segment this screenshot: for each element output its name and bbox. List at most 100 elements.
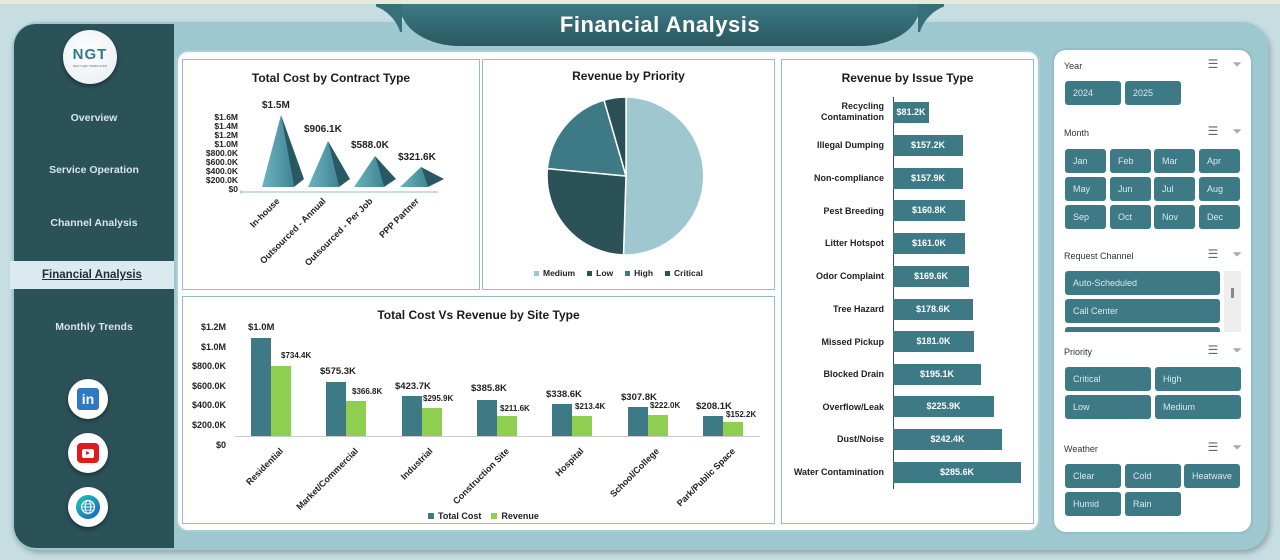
bar-pest-breeding: $160.8K [893,200,965,221]
y-axis-ticks: $1.2M $1.0M $800.0K $600.0K $400.0K $200.0K $0 [191,322,226,450]
chart-title: Total Cost Vs Revenue by Site Type [377,308,580,322]
bar-revenue-hospital [572,416,592,436]
legend-high: High [625,268,653,278]
multi-select-icon[interactable]: ☰ [1207,124,1219,138]
slicer-month-oct[interactable]: Oct [1110,205,1151,229]
y-axis-ticks: $1.6M $1.4M $1.2M $1.0M $800.0K $600.0K $400.0… [205,112,238,194]
clear-filter-icon[interactable]: ⏷ [1232,440,1242,454]
slicer-channel-partial-item [1065,327,1220,332]
month-slicer-label: Month [1064,128,1090,138]
youtube-button[interactable] [68,433,108,473]
website-button[interactable] [68,487,108,527]
legend-revenue: Revenue [491,511,539,521]
channel-slicer-header: Request Channel ☰ ⏷ [1064,247,1242,261]
contract-type-pyramid-chart [240,115,444,194]
bar-cost-industrial [402,396,422,436]
slicer-month-apr[interactable]: Apr [1199,149,1240,173]
data-label: $1.0M [248,322,275,333]
top-strip [0,0,1280,4]
slicer-priority-critical[interactable]: Critical [1065,367,1151,391]
slicer-priority-low[interactable]: Low [1065,395,1151,419]
clear-filter-icon[interactable]: ⏷ [1232,343,1242,357]
slicer-month-mar[interactable]: Mar [1154,149,1195,173]
sidebar-item-channel-analysis[interactable]: Channel Analysis [50,217,138,229]
y-axis-label: Tree Hazard [832,304,884,314]
slicer-month-nov[interactable]: Nov [1154,205,1195,229]
channel-slicer-label: Request Channel [1064,251,1134,261]
bar-dust-noise: $242.4K [893,429,1002,450]
month-slicer-header: Month ☰ ⏷ [1064,124,1242,138]
issue-type-axis [893,97,894,489]
data-label: $307.8K [621,392,657,403]
clear-filter-icon[interactable]: ⏷ [1232,124,1242,138]
slicer-channel-call-center[interactable]: Call Center [1065,299,1220,323]
y-axis-label: Illegal Dumping [816,140,884,150]
sidebar-item-financial-analysis[interactable]: Financial Analysis [10,261,174,289]
data-label: $211.6K [500,404,530,413]
slicer-priority-high[interactable]: High [1155,367,1241,391]
page-title-banner: Financial Analysis [400,4,920,46]
slicer-month-may[interactable]: May [1065,177,1106,201]
slicer-weather-humid[interactable]: Humid [1065,492,1121,516]
bar-non-compliance: $157.9K [893,168,963,189]
slicer-year-2024[interactable]: 2024 [1065,81,1121,105]
channel-scrollbar[interactable] [1224,271,1241,332]
bar-cost-school-college [628,407,648,436]
slicer-weather-rain[interactable]: Rain [1125,492,1181,516]
data-label: $906.1K [304,124,342,135]
bar-odor-complaint: $169.6K [893,266,969,287]
y-axis-label: Water Contamination [793,467,884,477]
year-slicer-label: Year [1064,61,1083,71]
legend-total-cost: Total Cost [428,511,481,521]
y-axis-label: Overflow/Leak [822,402,884,412]
slicer-month-feb[interactable]: Feb [1110,149,1151,173]
slicer-month-jul[interactable]: Jul [1154,177,1195,201]
clear-filter-icon[interactable]: ⏷ [1232,57,1242,71]
legend-critical: Critical [665,268,703,278]
slicer-weather-heatwave[interactable]: Heatwave [1184,464,1240,488]
bar-tree-hazard: $178.6K [893,299,973,320]
bar-revenue-industrial [422,408,442,436]
slicer-month-aug[interactable]: Aug [1199,177,1240,201]
multi-select-icon[interactable]: ☰ [1207,343,1219,357]
bar-overflow-leak: $225.9K [893,396,994,417]
linkedin-button[interactable]: in [68,379,108,419]
slicer-weather-clear[interactable]: Clear [1065,464,1121,488]
multi-select-icon[interactable]: ☰ [1207,247,1219,261]
multi-select-icon[interactable]: ☰ [1207,57,1219,71]
data-label: $734.4K [281,351,312,360]
slicer-month-dec[interactable]: Dec [1199,205,1240,229]
data-label: $366.8K [352,387,383,396]
pie-legend: Medium Low High Critical [534,268,703,278]
slicer-year-2025[interactable]: 2025 [1125,81,1181,105]
y-axis-label: Recycling Contamination [821,101,884,122]
scrollbar-thumb[interactable] [1231,288,1234,298]
logo-text: NGT [72,46,108,63]
page-title: Financial Analysis [559,12,761,37]
slicer-month-jun[interactable]: Jun [1110,177,1151,201]
bar-revenue-residential [271,366,291,436]
data-label: $338.6K [546,389,582,400]
sidebar-item-monthly-trends[interactable]: Monthly Trends [55,321,133,333]
slicer-weather-cold[interactable]: Cold [1125,464,1181,488]
data-label: $588.0K [351,140,389,151]
y-axis-label: Dust/Noise [836,434,884,444]
data-label: $321.6K [398,152,436,163]
slicer-month-sep[interactable]: Sep [1065,205,1106,229]
y-axis-label: Missed Pickup [821,337,884,347]
slicer-priority-medium[interactable]: Medium [1155,395,1241,419]
y-axis-label: Litter Hotspot [825,238,884,248]
bar-revenue-construction-site [497,416,517,436]
priority-slicer-header: Priority ☰ ⏷ [1064,343,1242,357]
slicer-channel-auto-scheduled[interactable]: Auto-Scheduled [1065,271,1220,295]
multi-select-icon[interactable]: ☰ [1207,440,1219,454]
sidebar-item-overview[interactable]: Overview [70,112,118,124]
x-axis-line [235,436,760,437]
y-axis-label: Blocked Drain [823,369,884,379]
bar-cost-construction-site [477,400,497,436]
priority-slicer-label: Priority [1064,347,1093,357]
data-label: $385.8K [471,383,507,394]
slicer-month-jan[interactable]: Jan [1065,149,1106,173]
clear-filter-icon[interactable]: ⏷ [1232,247,1242,261]
sidebar-item-service-operation[interactable]: Service Operation [49,164,139,176]
